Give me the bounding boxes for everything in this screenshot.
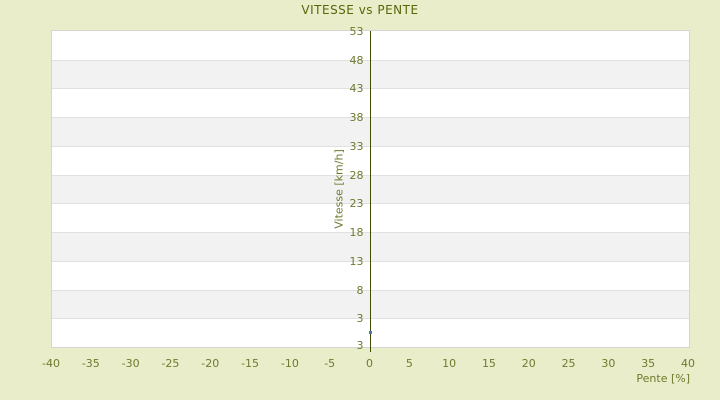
x-tick-label: 10	[442, 357, 457, 370]
y-tick-label: 38	[349, 111, 364, 125]
x-tick-label: -20	[201, 357, 220, 370]
y-tick-label: 48	[349, 53, 364, 67]
y-axis-title: Vitesse [km/h]	[332, 149, 346, 229]
x-tick-label: -40	[42, 357, 60, 370]
y-tick-label: 23	[349, 197, 364, 211]
x-tick-label: 15	[481, 357, 496, 370]
x-axis-title: Pente [%]	[636, 372, 690, 385]
y-tick-label: 3	[356, 312, 364, 326]
data-point	[369, 331, 372, 335]
y-axis-line	[370, 31, 371, 352]
x-tick-label: 40	[681, 357, 695, 370]
x-tick-label: 30	[601, 357, 616, 370]
x-tick-label: 20	[521, 357, 536, 370]
x-tick-label: -25	[161, 357, 180, 370]
x-tick-label: -30	[121, 357, 140, 370]
y-tick-label: 3	[356, 339, 364, 352]
x-tick-label: -35	[81, 357, 100, 370]
y-tick-label: 43	[349, 82, 364, 96]
y-tick-label: 13	[349, 254, 364, 268]
plot-area: 53 48 43 38 33 28 23 18 13 8 3 3	[51, 26, 690, 352]
y-tick-label: 28	[349, 168, 364, 182]
x-tick-label: -15	[241, 357, 260, 370]
x-tick-label: -5	[324, 357, 336, 370]
y-tick-label: 18	[349, 226, 364, 240]
x-tick-label: 35	[641, 357, 656, 370]
y-tick-label: 53	[349, 25, 364, 38]
x-tick-label: 25	[561, 357, 576, 370]
y-tick-label: 8	[356, 283, 364, 297]
x-tick-label: 5	[405, 357, 413, 370]
x-tick-label: 0	[366, 357, 373, 370]
y-tick-label: 33	[349, 139, 364, 153]
chart-title: VITESSE vs PENTE	[301, 3, 419, 17]
x-tick-label: -10	[280, 357, 299, 370]
